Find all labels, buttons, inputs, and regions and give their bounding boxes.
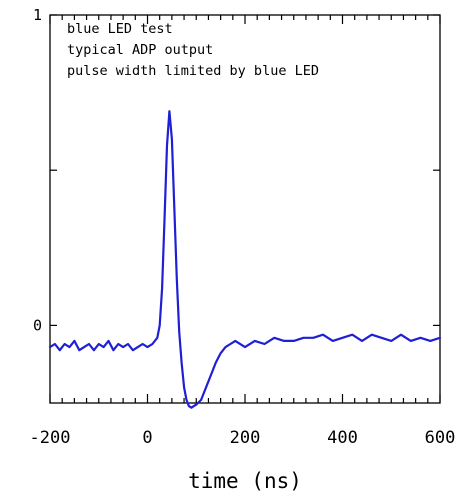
plot-frame: [49, 14, 441, 404]
x-tick-label: 0: [142, 428, 152, 448]
x-tick-label: 200: [230, 428, 261, 448]
series-line: [48, 110, 442, 409]
annotation-text: pulse width limited by blue LED: [67, 63, 319, 79]
annotations: blue LED test typical ADP output pulse wid…: [67, 21, 319, 79]
x-tick-label: 600: [425, 428, 456, 448]
x-tick-label: -200: [30, 428, 71, 448]
annotation-text: typical ADP output: [67, 42, 213, 58]
x-tick-label: 400: [327, 428, 358, 448]
x-axis: -200 0 200 400 600: [30, 15, 456, 448]
y-tick-label: 0: [33, 316, 42, 334]
y-axis: 01: [33, 6, 440, 334]
annotation-text: blue LED test: [67, 21, 173, 37]
series-group: [48, 110, 442, 409]
x-axis-label: time (ns): [188, 469, 302, 493]
y-tick-label: 1: [33, 6, 42, 24]
